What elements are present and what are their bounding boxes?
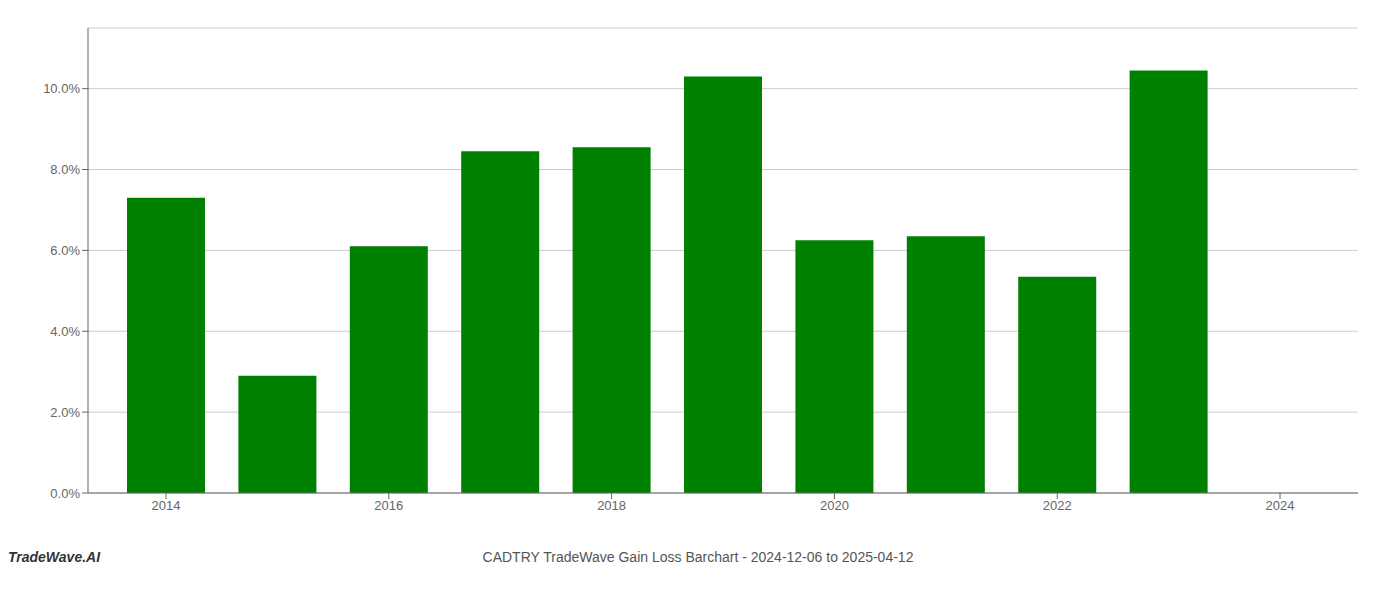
svg-text:2018: 2018 (597, 498, 626, 513)
svg-text:10.0%: 10.0% (43, 81, 80, 96)
svg-text:0.0%: 0.0% (50, 486, 80, 501)
svg-text:2016: 2016 (374, 498, 403, 513)
svg-text:4.0%: 4.0% (50, 324, 80, 339)
svg-text:8.0%: 8.0% (50, 162, 80, 177)
svg-text:2024: 2024 (1266, 498, 1295, 513)
html-text:CADTRY TradeWave Gain Loss Bar: CADTRY TradeWave Gain Loss Barchart - 20… (482, 549, 914, 565)
svg-text:2020: 2020 (820, 498, 849, 513)
html-text:TradeWave.AI: TradeWave.AI (8, 549, 101, 565)
svg-text:2.0%: 2.0% (50, 405, 80, 420)
svg-text:2014: 2014 (152, 498, 181, 513)
svg-text:6.0%: 6.0% (50, 243, 80, 258)
svg-text:2022: 2022 (1043, 498, 1072, 513)
